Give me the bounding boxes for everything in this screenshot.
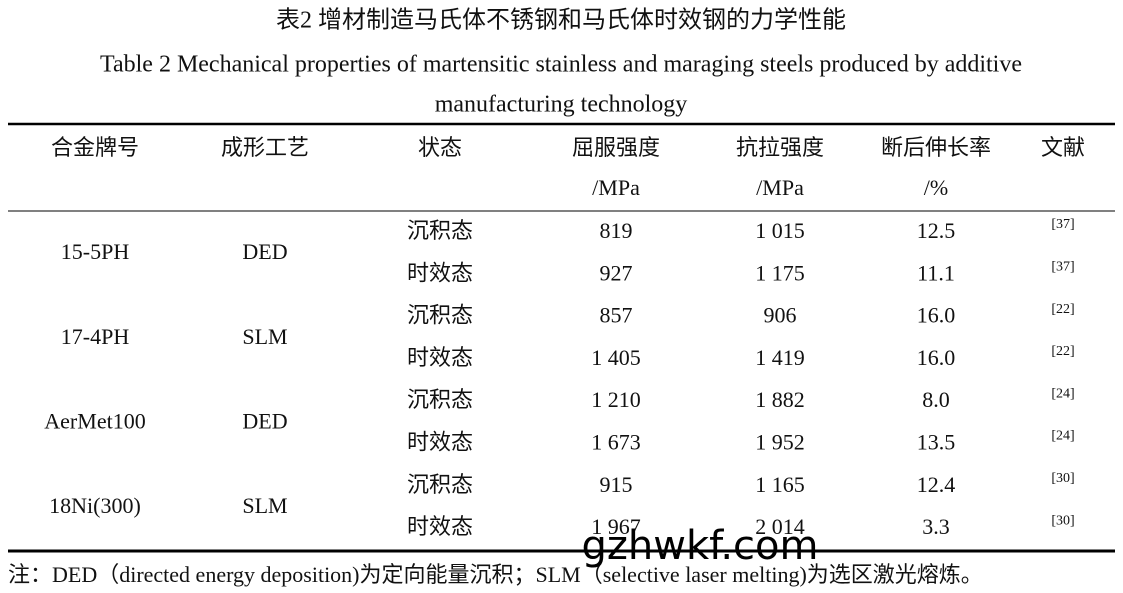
data-cell: 16.0 [917, 345, 956, 370]
data-cell: 1 175 [755, 260, 805, 285]
data-cell: 3.3 [922, 514, 950, 539]
alloy-cell: AerMet100 [44, 408, 145, 433]
data-cell: 8.0 [922, 387, 950, 412]
header-cell: /MPa [756, 175, 804, 200]
header-cell: 状态 [418, 135, 462, 160]
reference-cell: [22] [1051, 302, 1074, 317]
watermark: gzhwkf.com [582, 523, 819, 569]
reference-cell: [24] [1051, 386, 1074, 401]
reference-cell: [22] [1051, 344, 1074, 359]
alloy-cell: 17-4PH [61, 324, 130, 349]
data-cell: 时效态 [407, 345, 473, 370]
note: 注：DED（directed energy deposition)为定向能量沉积… [8, 562, 983, 587]
data-cell: 沉积态 [407, 303, 473, 328]
data-cell: 857 [600, 303, 633, 328]
data-cell: 沉积态 [407, 218, 473, 243]
header-cell: 成形工艺 [221, 135, 309, 160]
data-cell: 1 165 [755, 472, 805, 497]
data-cell: 1 673 [591, 430, 641, 455]
data-cell: 沉积态 [407, 387, 473, 412]
header-cell: 断后伸长率 [881, 135, 991, 160]
alloy-cell: 18Ni(300) [49, 493, 141, 518]
data-cell: 1 405 [591, 345, 641, 370]
data-cell: 13.5 [917, 430, 956, 455]
data-cell: 1 967 [591, 514, 641, 539]
data-cell: 11.1 [917, 260, 955, 285]
reference-cell: [37] [1051, 217, 1074, 232]
header-cell: /% [924, 175, 948, 200]
title-cn: 表2 增材制造马氏体不锈钢和马氏体时效钢的力学性能 [276, 7, 846, 34]
reference-cell: [30] [1051, 471, 1074, 486]
reference-cell: [24] [1051, 429, 1074, 444]
header-cell: 文献 [1041, 135, 1085, 160]
reference-cell: [30] [1051, 513, 1074, 528]
data-cell: 906 [764, 303, 797, 328]
process-cell: DED [242, 408, 287, 433]
title-en: manufacturing technology [435, 92, 688, 118]
process-cell: DED [242, 239, 287, 264]
data-cell: 16.0 [917, 303, 956, 328]
data-cell: 927 [600, 260, 633, 285]
data-cell: 1 210 [591, 387, 641, 412]
data-cell: 12.4 [917, 472, 956, 497]
data-cell: 12.5 [917, 218, 956, 243]
data-cell: 时效态 [407, 260, 473, 285]
data-cell: 1 015 [755, 218, 805, 243]
header-cell: /MPa [592, 175, 640, 200]
data-cell: 819 [600, 218, 633, 243]
header-cell: 抗拉强度 [736, 135, 824, 160]
data-cell: 时效态 [407, 430, 473, 455]
data-cell: 1 952 [755, 430, 805, 455]
title-en: Table 2 Mechanical properties of martens… [100, 52, 1022, 78]
process-cell: SLM [242, 493, 287, 518]
process-cell: SLM [242, 324, 287, 349]
data-cell: 时效态 [407, 514, 473, 539]
data-cell: 1 882 [755, 387, 805, 412]
data-cell: 915 [600, 472, 633, 497]
data-cell: 沉积态 [407, 472, 473, 497]
data-cell: 2 014 [755, 514, 805, 539]
header-cell: 合金牌号 [51, 135, 139, 160]
header-cell: 屈服强度 [572, 135, 660, 160]
data-cell: 1 419 [755, 345, 805, 370]
alloy-cell: 15-5PH [61, 239, 130, 264]
reference-cell: [37] [1051, 260, 1074, 275]
